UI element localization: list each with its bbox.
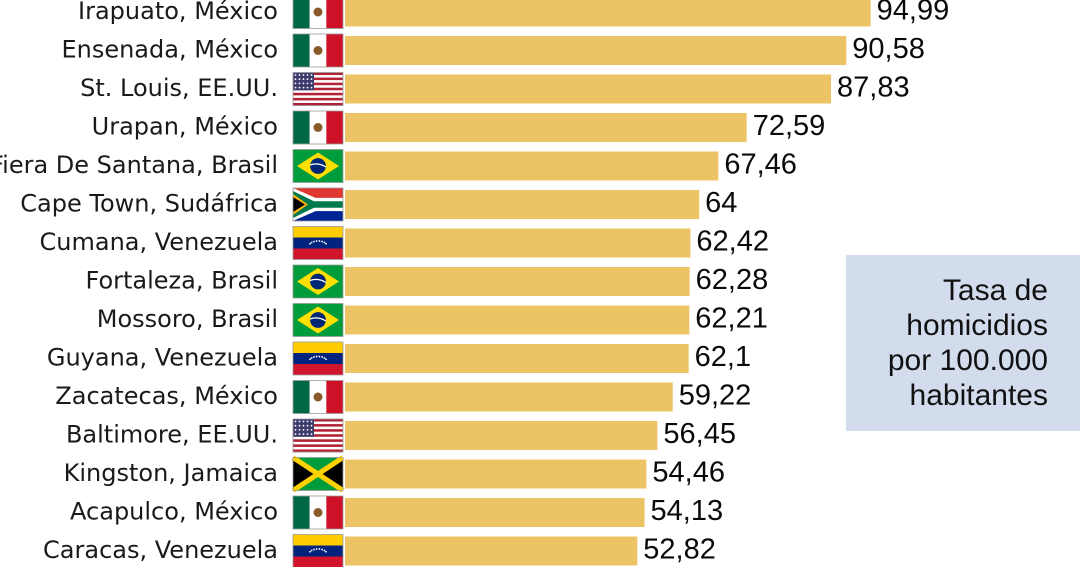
category-label: Mossoro, Brasil (97, 305, 278, 333)
bar (345, 267, 690, 296)
brazil-flag-icon (292, 264, 344, 299)
bar (345, 536, 638, 566)
category-label: Ensenada, México (61, 36, 278, 64)
bar-row: Fiera De Santana, Brasil 67,46 (0, 149, 797, 183)
value-label: 56,45 (663, 418, 736, 450)
value-label: 52,82 (643, 534, 716, 566)
legend-note-line: por 100.000 (887, 344, 1048, 377)
category-label: Irapuato, México (78, 0, 278, 25)
value-label: 72,59 (753, 110, 826, 142)
mexico-flag-icon (292, 0, 344, 29)
bar-row: St. Louis, EE.UU. 87,83 (80, 72, 910, 106)
category-label: Cape Town, Sudáfrica (20, 190, 278, 218)
bar (345, 421, 658, 450)
bar (345, 305, 690, 335)
value-label: 64 (705, 187, 737, 219)
bar (345, 382, 673, 412)
category-label: Zacatecas, México (55, 382, 278, 410)
mexico-flag-icon (292, 33, 344, 68)
value-label: 54,46 (652, 457, 725, 489)
value-label: 54,13 (651, 495, 724, 527)
value-label: 67,46 (724, 149, 797, 181)
bar-row: Kingston, Jamaica 54,46 (64, 455, 725, 493)
bar-row: Guyana, Venezuela 62,1 (47, 341, 751, 376)
venezuela-flag-icon (292, 534, 344, 567)
bar (345, 190, 700, 219)
legend-note-box: Tasa de homicidios por 100.000 habitante… (846, 255, 1080, 431)
south-africa-flag-icon (292, 187, 344, 222)
category-label: Guyana, Venezuela (47, 344, 278, 372)
bar-row: Fortaleza, Brasil 62,28 (86, 264, 769, 299)
brazil-flag-icon (292, 303, 344, 337)
bar-row: Cumana, Venezuela 62,42 (40, 226, 769, 260)
bar (345, 228, 691, 258)
bar-row: Cape Town, Sudáfrica 64 (20, 187, 737, 222)
bar-row: Baltimore, EE.UU. 56,45 (66, 418, 736, 453)
bar (345, 344, 689, 373)
value-label: 62,1 (695, 341, 751, 373)
bar-row: Irapuato, México 94,99 (78, 0, 949, 29)
category-label: Fortaleza, Brasil (86, 267, 279, 295)
value-label: 87,83 (837, 72, 910, 104)
mexico-flag-icon (292, 110, 344, 145)
mexico-flag-icon (292, 380, 344, 414)
usa-flag-icon (292, 418, 344, 453)
category-label: Kingston, Jamaica (64, 459, 278, 487)
bar (345, 151, 719, 181)
bar (345, 498, 645, 527)
legend-note-line: homicidios (906, 309, 1048, 342)
bar-row: Zacatecas, México 59,22 (55, 380, 751, 414)
venezuela-flag-icon (292, 226, 344, 260)
bar-row: Urapan, México 72,59 (92, 110, 826, 145)
bar-row: Acapulco, México 54,13 (70, 495, 724, 530)
venezuela-flag-icon (292, 341, 344, 376)
value-label: 90,58 (852, 33, 925, 65)
value-label: 62,28 (696, 264, 769, 296)
mexico-flag-icon (292, 495, 344, 530)
bar-row: Ensenada, México 90,58 (61, 33, 925, 68)
value-label: 59,22 (679, 380, 752, 412)
value-label: 94,99 (877, 0, 950, 27)
legend-note-line: Tasa de (942, 274, 1048, 307)
bar (345, 113, 747, 142)
brazil-flag-icon (292, 149, 344, 183)
usa-flag-icon (292, 72, 344, 106)
legend-note-line: habitantes (909, 379, 1048, 412)
category-label: St. Louis, EE.UU. (80, 74, 278, 102)
value-label: 62,21 (695, 303, 768, 335)
bar (345, 36, 847, 65)
bar (345, 0, 871, 27)
bar-row: Caracas, Venezuela 52,82 (43, 534, 716, 567)
category-label: Cumana, Venezuela (40, 228, 278, 256)
category-label: Caracas, Venezuela (43, 536, 278, 564)
jamaica-flag-icon (291, 455, 345, 493)
bar (345, 74, 832, 104)
category-label: Acapulco, México (70, 498, 278, 526)
category-label: Urapan, México (92, 113, 278, 141)
category-label: Baltimore, EE.UU. (66, 421, 278, 449)
bar-row: Mossoro, Brasil 62,21 (97, 303, 768, 337)
bar (345, 459, 647, 489)
category-label: Fiera De Santana, Brasil (0, 151, 278, 179)
value-label: 62,42 (696, 226, 769, 258)
